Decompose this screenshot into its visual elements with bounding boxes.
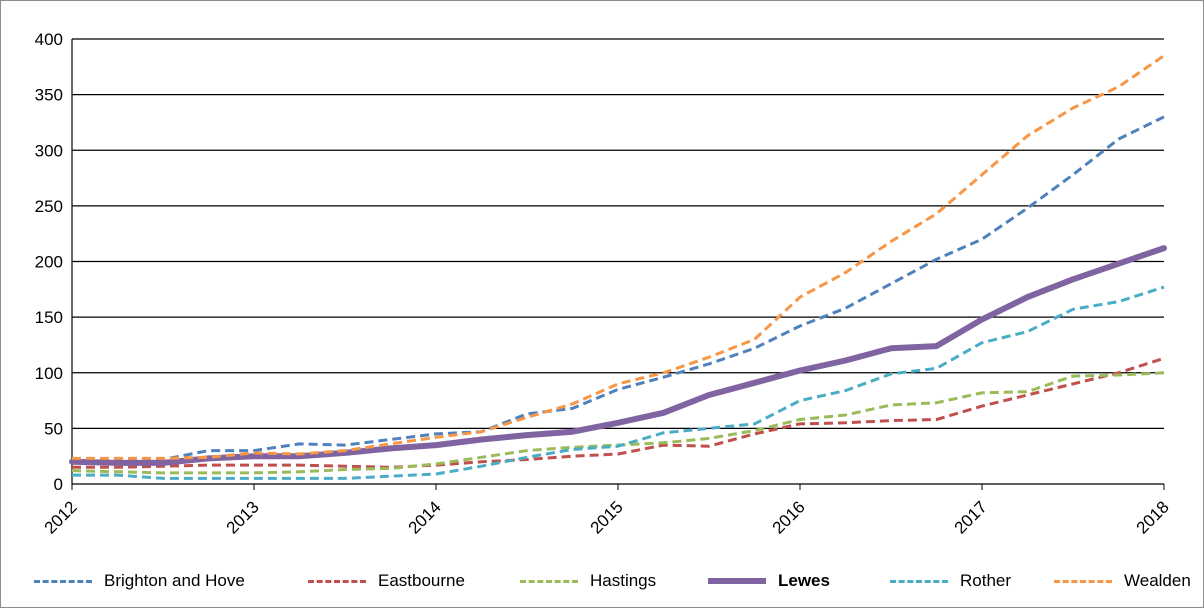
legend-item: Hastings xyxy=(520,564,656,598)
y-tick-label: 350 xyxy=(35,86,63,105)
legend-label: Lewes xyxy=(778,571,830,590)
x-axis-ticks: 2012 2013 2014 2015 2016 2017 2018 xyxy=(41,484,1173,538)
legend-item: Lewes xyxy=(708,564,830,598)
series-line-wealden xyxy=(72,54,1165,460)
legend-item: Eastbourne xyxy=(308,564,465,598)
x-tick-label: 2014 xyxy=(405,497,445,537)
legend-item: Wealden xyxy=(1054,564,1191,598)
y-tick-label: 400 xyxy=(35,30,63,49)
x-tick-label: 2013 xyxy=(223,497,263,537)
gridlines xyxy=(71,38,1164,485)
series-line-brighton-and-hove xyxy=(72,115,1165,461)
y-tick-label: 50 xyxy=(44,419,63,438)
x-tick-label: 2018 xyxy=(1133,497,1173,537)
legend-swatch xyxy=(308,579,366,583)
y-tick-label: 250 xyxy=(35,197,63,216)
legend-label: Wealden xyxy=(1124,571,1191,590)
legend-label: Hastings xyxy=(590,571,657,590)
y-tick-label: 200 xyxy=(35,253,63,272)
legend-label: Eastbourne xyxy=(378,571,465,590)
x-tick-label: 2017 xyxy=(951,497,991,537)
legend: Brighton and Hove Eastbourne Hastings Lewes… xyxy=(0,564,1204,598)
x-tick-label: 2016 xyxy=(769,497,809,537)
legend-item: Brighton and Hove xyxy=(34,564,245,598)
x-tick-label: 2015 xyxy=(587,497,627,537)
series-lines xyxy=(69,54,1167,480)
y-tick-label: 300 xyxy=(35,141,63,160)
legend-swatch xyxy=(520,579,578,583)
legend-swatch xyxy=(34,579,92,583)
series-line-lewes xyxy=(69,245,1167,466)
legend-label: Brighton and Hove xyxy=(104,571,245,590)
y-tick-label: 100 xyxy=(35,364,63,383)
x-tick-label: 2012 xyxy=(41,497,81,537)
y-tick-label: 0 xyxy=(54,475,63,494)
y-axis-ticks: 0 50 100 150 200 250 300 350 400 xyxy=(35,30,63,494)
y-tick-label: 150 xyxy=(35,308,63,327)
series-line-rother xyxy=(72,285,1165,480)
legend-swatch xyxy=(1054,579,1112,583)
legend-swatch xyxy=(708,578,766,584)
legend-swatch xyxy=(890,579,948,583)
series-line-eastbourne xyxy=(72,356,1165,469)
legend-item: Rother xyxy=(890,564,1011,598)
legend-label: Rother xyxy=(960,571,1012,590)
